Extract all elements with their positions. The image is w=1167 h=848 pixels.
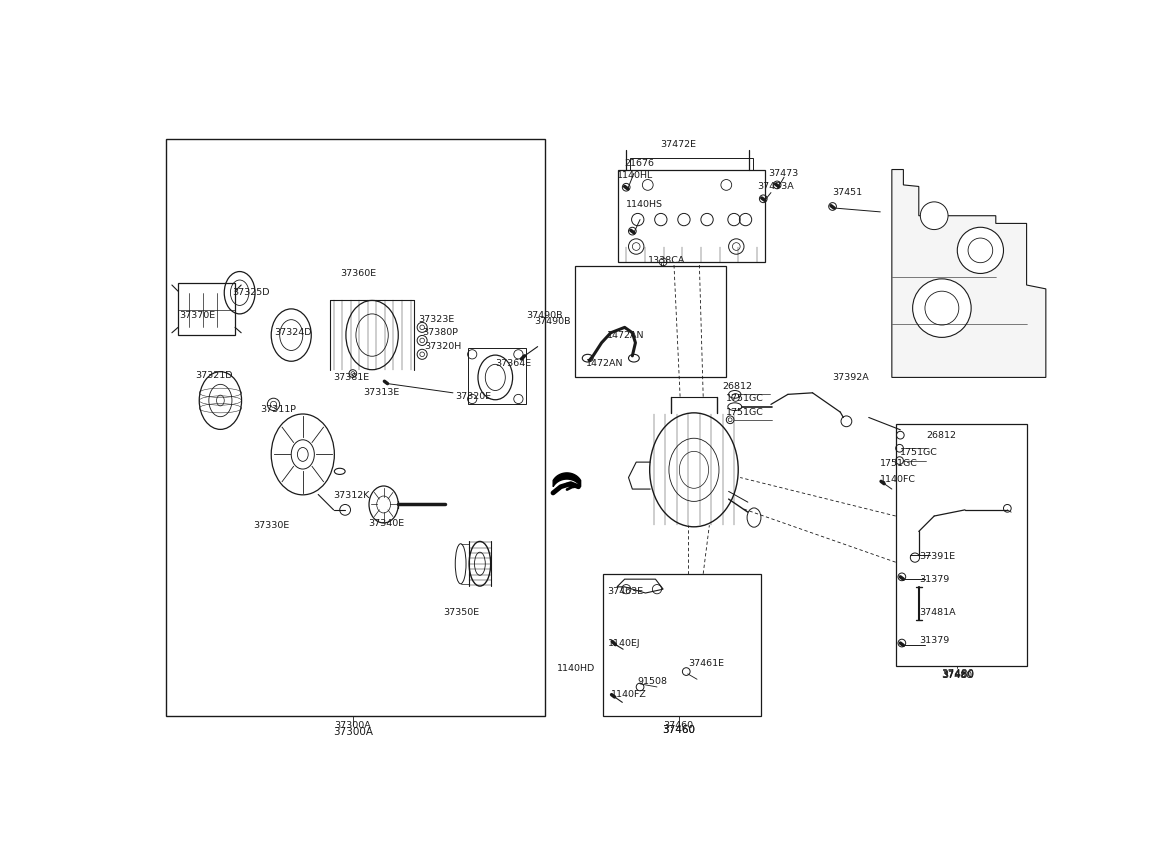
Text: 37480: 37480 [941, 669, 973, 679]
Bar [896, 424, 1027, 667]
Text: 26812: 26812 [927, 431, 957, 439]
Text: 37311P: 37311P [260, 405, 296, 415]
Text: 1472AN: 1472AN [586, 359, 623, 368]
Text: 37460: 37460 [664, 721, 693, 730]
Text: 37380P: 37380P [422, 328, 459, 338]
Text: 37300A: 37300A [335, 721, 371, 730]
Text: 37360E: 37360E [340, 269, 376, 278]
Text: 1751GC: 1751GC [880, 459, 918, 468]
Text: 1140FC: 1140FC [880, 475, 916, 483]
Text: 37392A: 37392A [832, 373, 869, 382]
Text: 37490B: 37490B [534, 317, 571, 326]
Text: 37451: 37451 [832, 188, 862, 197]
Text: 37480: 37480 [942, 671, 972, 680]
Text: 37340E: 37340E [369, 519, 405, 528]
Bar [619, 170, 764, 262]
Text: 37473: 37473 [769, 169, 799, 178]
Bar [166, 139, 545, 717]
Bar [179, 283, 235, 335]
Text: 37460: 37460 [662, 725, 696, 735]
Circle shape [913, 279, 971, 338]
Text: 21676: 21676 [624, 159, 655, 168]
Text: 1751GC: 1751GC [900, 448, 937, 456]
Text: 37472E: 37472E [661, 141, 697, 149]
Bar [603, 574, 761, 717]
Text: 31379: 31379 [918, 575, 949, 583]
Text: 37461E: 37461E [687, 660, 724, 668]
Text: 37320H: 37320H [425, 342, 462, 351]
Text: 1140EJ: 1140EJ [608, 639, 641, 648]
Text: 37320E: 37320E [455, 392, 491, 401]
Text: 1140FZ: 1140FZ [610, 690, 647, 699]
Text: 37313E: 37313E [363, 388, 399, 398]
Text: 1472AN: 1472AN [607, 331, 644, 339]
Text: 37480: 37480 [941, 671, 973, 680]
Bar [468, 349, 526, 404]
Text: 37324D: 37324D [274, 328, 312, 338]
Circle shape [921, 202, 948, 230]
Text: 1751GC: 1751GC [726, 408, 764, 416]
Text: 37350E: 37350E [443, 608, 480, 616]
Text: 37321D: 37321D [195, 371, 232, 381]
Text: 37323E: 37323E [418, 315, 454, 324]
Text: 1140HL: 1140HL [617, 171, 654, 180]
Bar [630, 158, 753, 170]
Polygon shape [892, 170, 1046, 377]
Text: 37460: 37460 [662, 725, 696, 735]
Text: 37330E: 37330E [253, 521, 289, 530]
Text: 37312K: 37312K [334, 491, 370, 499]
Text: 37381E: 37381E [334, 373, 370, 382]
Text: 37300A: 37300A [333, 727, 372, 737]
Text: 1140HS: 1140HS [627, 199, 663, 209]
Text: 26812: 26812 [722, 382, 753, 391]
Text: 37364E: 37364E [495, 359, 531, 368]
Text: 91508: 91508 [637, 677, 668, 686]
Circle shape [957, 227, 1004, 273]
Text: 37490B: 37490B [526, 311, 562, 321]
Text: 31379: 31379 [918, 636, 949, 645]
Text: 37325D: 37325D [232, 288, 270, 297]
Text: 37463E: 37463E [608, 587, 644, 596]
Text: 1140HD: 1140HD [557, 664, 595, 673]
Text: 1338CA: 1338CA [648, 256, 685, 265]
Text: 37391E: 37391E [918, 551, 955, 561]
Text: 37481A: 37481A [918, 608, 956, 616]
Text: 1751GC: 1751GC [726, 394, 764, 404]
Bar [574, 265, 726, 377]
Polygon shape [553, 473, 581, 487]
Text: 37370E: 37370E [180, 311, 216, 321]
Text: 37473A: 37473A [757, 182, 794, 191]
